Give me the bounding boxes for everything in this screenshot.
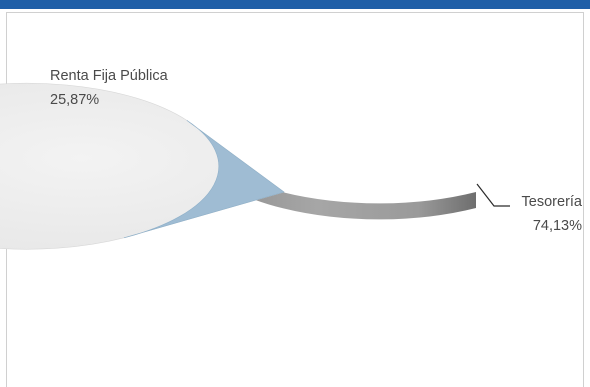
label-renta-fija-value: 25,87% — [50, 92, 99, 108]
label-tesoreria-value: 74,13% — [533, 218, 582, 234]
header-bar — [0, 0, 590, 9]
pie-slice-renta-fija — [123, 120, 285, 239]
label-renta-fija-name: Renta Fija Pública — [50, 68, 169, 84]
leader-line-tesoreria — [476, 183, 510, 207]
label-tesoreria-name: Tesorería — [522, 194, 583, 210]
